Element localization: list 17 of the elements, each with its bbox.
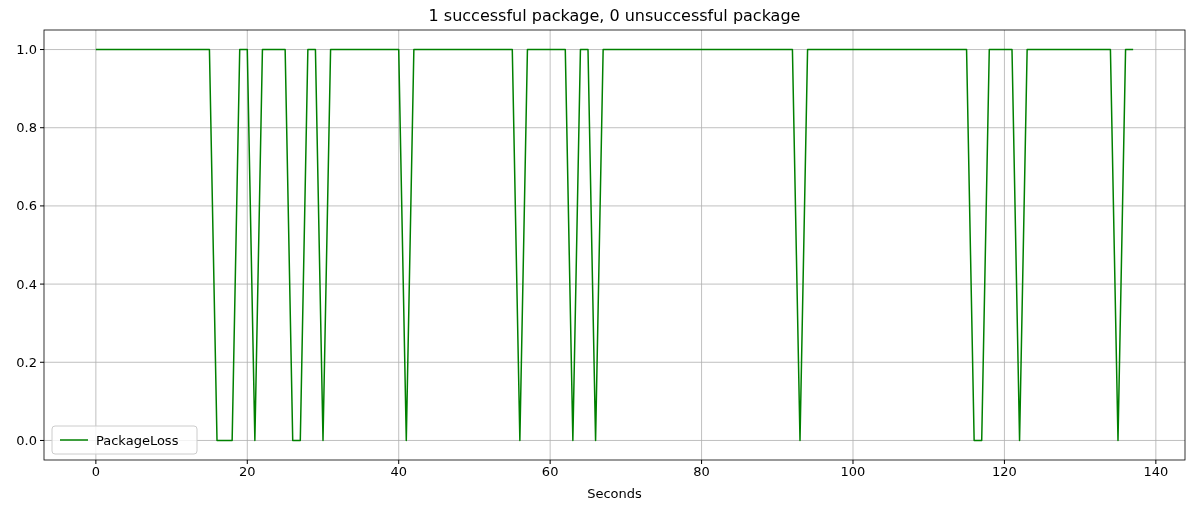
- y-tick-label: 0.6: [16, 198, 37, 214]
- y-tick-label: 0.8: [16, 120, 37, 136]
- x-tick-label: 120: [992, 464, 1017, 479]
- x-tick-label: 40: [390, 464, 407, 479]
- chart-title: 1 successful package, 0 unsuccessful package: [428, 6, 801, 25]
- x-tick-label: 80: [693, 464, 710, 479]
- x-axis-title: Seconds: [587, 486, 643, 501]
- x-tick-label: 140: [1143, 464, 1169, 479]
- x-tick-label: 60: [541, 464, 559, 479]
- y-tick-label: 0.4: [16, 276, 37, 292]
- y-tick-label: 1.0: [16, 42, 37, 58]
- x-tick-label: 20: [239, 464, 256, 479]
- x-tick-label: 100: [840, 464, 866, 479]
- legend-label: PackageLoss: [96, 432, 179, 448]
- x-tick-label: 0: [91, 464, 100, 479]
- y-tick-label: 0.0: [16, 433, 37, 448]
- y-tick-label: 0.2: [16, 354, 37, 370]
